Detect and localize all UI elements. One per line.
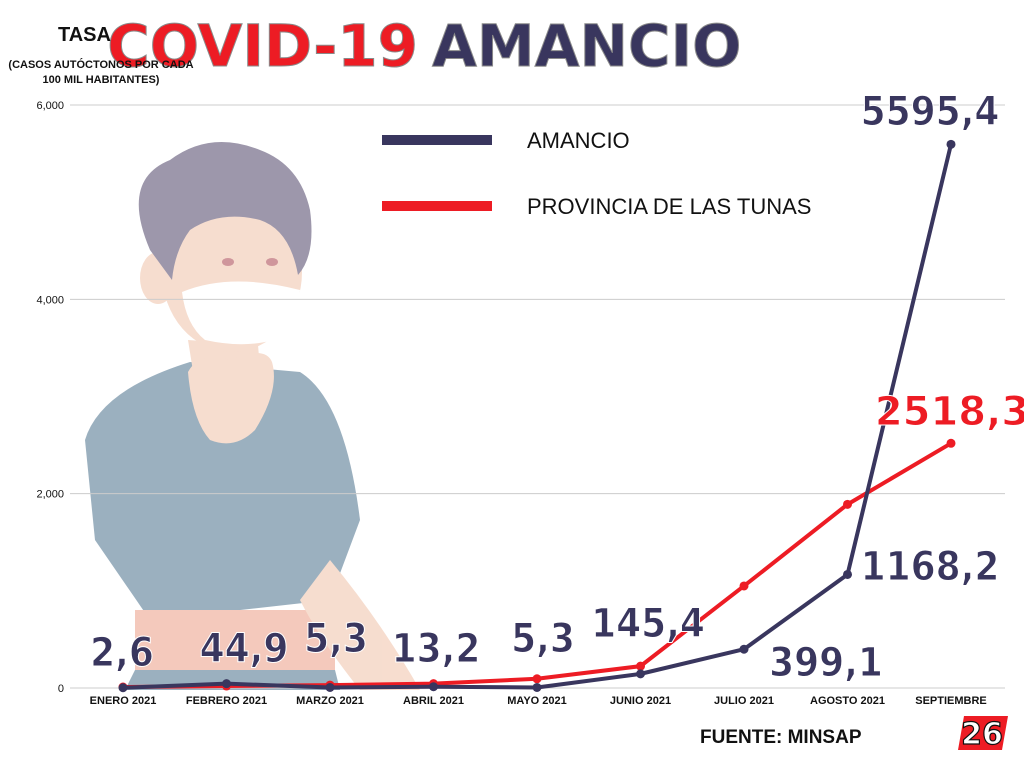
data-label-provincia: 2518,3 [875,389,1024,435]
x-tick-label: AGOSTO 2021 [810,695,885,707]
data-label-amancio: 5595,4 [861,89,1000,135]
point-provincia [946,438,956,448]
point-amancio [843,569,852,579]
x-tick-label: SEPTIEMBRE [915,695,987,707]
data-label-amancio: 399,1 [769,640,883,686]
x-tick-label: ABRIL 2021 [403,695,464,707]
series-layer [118,139,956,693]
point-amancio [946,139,956,149]
data-label-amancio: 44,9 [200,626,289,672]
y-tick-label: 4,000 [36,294,64,306]
y-tick-label: 2,000 [36,489,64,501]
legend: AMANCIO PROVINCIA DE LAS TUNAS [382,128,811,219]
data-label-amancio: 2,6 [90,630,154,676]
y-axis-title: TASA [58,24,111,46]
point-amancio [118,683,128,693]
x-tick-label: JULIO 2021 [714,695,774,707]
data-label-amancio: 13,2 [392,626,481,672]
y-axis-ticks: 0 2,000 4,000 6,000 [36,100,64,695]
point-provincia [739,581,749,591]
point-amancio [325,682,335,692]
y-tick-label: 0 [58,683,64,695]
logo-26: 26 [958,716,1008,752]
data-labels: 2,6 44,9 5,3 13,2 5,3 145,4 399,1 1168,2 5595,4 2… [90,89,1024,687]
point-amancio [222,679,231,689]
legend-label-amancio: AMANCIO [527,128,630,153]
x-tick-label: ENERO 2021 [90,695,157,707]
point-provincia [843,499,852,509]
chart-title-part2: AMANCIO [432,12,741,80]
point-amancio [636,669,645,679]
point-amancio [532,682,542,692]
x-tick-label: MARZO 2021 [296,695,364,707]
x-axis-ticks: ENERO 2021 FEBRERO 2021 MARZO 2021 ABRIL 20… [90,695,987,707]
data-label-amancio: 145,4 [591,601,705,647]
y-tick-label: 6,000 [36,100,64,112]
data-label-amancio: 5,3 [304,616,368,662]
data-label-amancio: 5,3 [511,616,575,662]
source-note: FUENTE: MINSAP [700,727,862,748]
logo-text: 26 [961,717,1003,752]
point-provincia [532,674,542,684]
legend-label-provincia: PROVINCIA DE LAS TUNAS [527,194,811,219]
x-tick-label: JUNIO 2021 [610,695,671,707]
x-tick-label: FEBRERO 2021 [186,695,267,707]
point-amancio [739,644,749,654]
point-amancio [429,682,438,692]
person-illustration [85,142,420,690]
x-tick-label: MAYO 2021 [507,695,567,707]
chart-title-part1: COVID-19 [107,12,418,80]
point-provincia [636,661,645,671]
y-axis-subtitle: (CASOS AUTÓCTONOS POR CADA 100 MIL HABIT… [8,59,194,86]
data-label-amancio: 1168,2 [861,544,1000,590]
